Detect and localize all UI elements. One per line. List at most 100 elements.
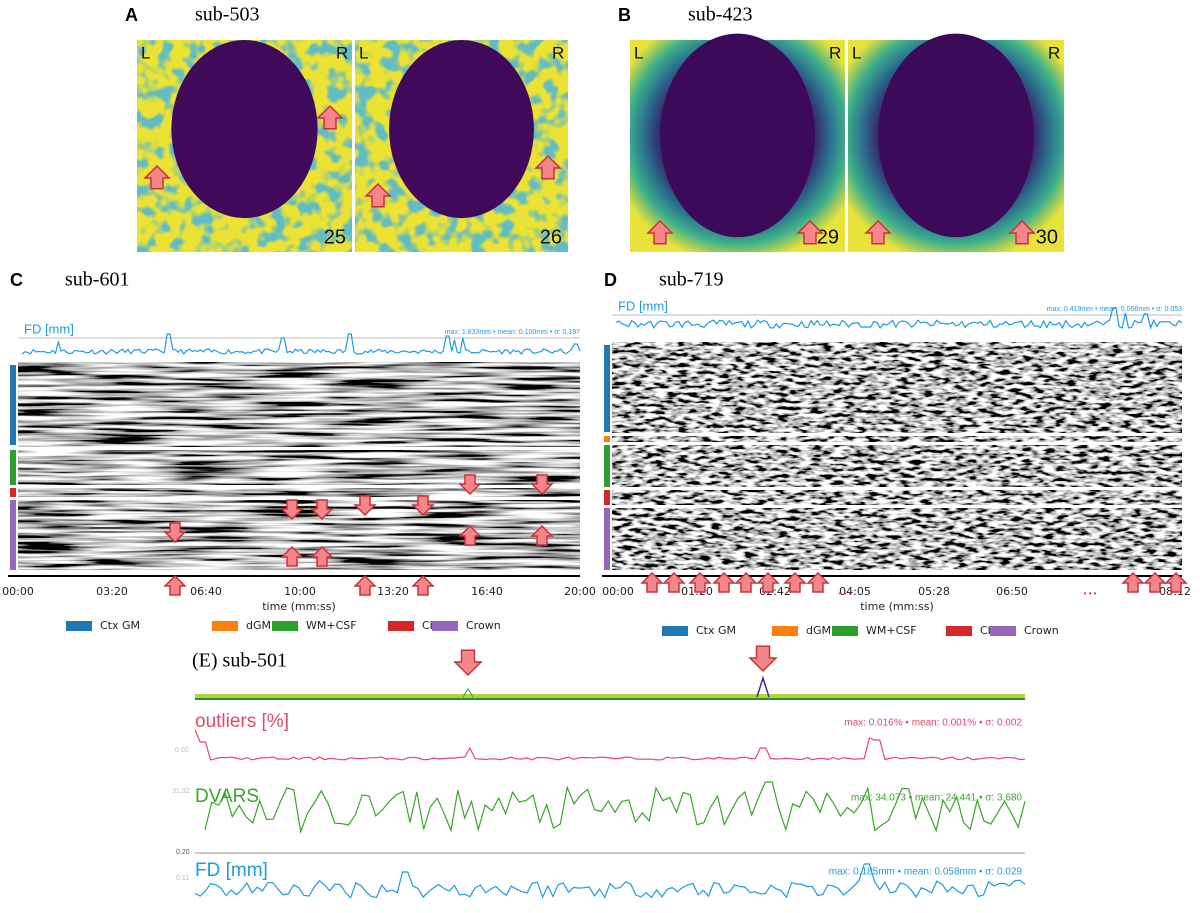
ellipsis: • • • xyxy=(839,589,852,598)
panel-title: (E) sub-501 xyxy=(192,650,287,672)
arrow xyxy=(530,524,554,546)
legend-swatch xyxy=(662,626,688,636)
roi-separator xyxy=(612,442,1182,445)
legend-swatch xyxy=(212,621,238,631)
x-tick-label: 04:05 xyxy=(839,585,871,598)
roi-separator xyxy=(18,447,580,450)
side-label: R xyxy=(1048,43,1060,62)
slice-number: 26 xyxy=(540,226,562,248)
arrow xyxy=(411,574,435,596)
panel-label: D xyxy=(604,270,617,290)
x-axis-label: time (mm:ss) xyxy=(262,600,336,613)
roi-bar xyxy=(604,445,610,487)
x-tick-label: 00:00 xyxy=(2,585,34,598)
roi-bar xyxy=(604,508,610,570)
arrow xyxy=(458,474,482,496)
arrow xyxy=(316,104,344,130)
y-tick-label: 0.00 xyxy=(175,747,189,754)
roi-separator xyxy=(612,433,1182,436)
x-tick-label: 13:20 xyxy=(377,585,409,598)
arrow xyxy=(734,571,758,593)
roi-bar xyxy=(10,500,16,570)
legend-swatch xyxy=(66,621,92,631)
arrow xyxy=(1008,219,1036,245)
legend-label: WM+CSF xyxy=(306,619,357,632)
subject-id: sub-423 xyxy=(688,4,752,26)
legend-swatch xyxy=(432,621,458,631)
roi-bar xyxy=(10,488,16,497)
arrow xyxy=(1164,571,1188,593)
arrow xyxy=(353,495,377,517)
subject-id: sub-503 xyxy=(195,4,259,26)
arrow xyxy=(458,524,482,546)
subject-id: sub-601 xyxy=(65,269,129,291)
arrow xyxy=(1143,571,1167,593)
arrow xyxy=(640,571,664,593)
arrow xyxy=(364,182,392,208)
trace xyxy=(21,333,581,356)
outliers-stats: max: 0.016% • mean: 0.001% • σ: 0.002 xyxy=(844,718,1022,729)
dvars-stats: max: 34.073 • mean: 24.441 • σ: 3.680 xyxy=(851,793,1022,804)
roi-separator xyxy=(612,505,1182,508)
legend-swatch xyxy=(990,626,1016,636)
arrow xyxy=(411,495,435,517)
arrow xyxy=(530,474,554,496)
arrow xyxy=(163,522,187,544)
legend-swatch xyxy=(272,621,298,631)
side-label: L xyxy=(634,43,643,62)
arrow xyxy=(864,219,892,245)
legend-swatch xyxy=(772,626,798,636)
carpet-plot xyxy=(18,362,580,570)
dvars-label: DVARS xyxy=(195,786,259,807)
fd-stats: max: 0.419mm • mean: 0.066mm • σ: 0.053 xyxy=(1047,306,1182,313)
arrow xyxy=(280,545,304,567)
panel-label: C xyxy=(10,270,23,290)
subject-id: sub-719 xyxy=(659,269,723,291)
brain-dark xyxy=(878,33,1034,238)
brain-dark xyxy=(171,39,318,219)
fd-label: FD [mm] xyxy=(195,860,268,881)
arrow xyxy=(783,571,807,593)
arrow xyxy=(1121,571,1145,593)
x-tick-label: 06:50 xyxy=(996,585,1028,598)
arrow xyxy=(646,219,674,245)
side-label: R xyxy=(829,43,841,62)
summary-strip xyxy=(195,694,1025,699)
y-tick-label: 31.32 xyxy=(172,788,190,795)
roi-bar xyxy=(604,490,610,505)
x-tick-label: 06:40 xyxy=(190,585,222,598)
x-tick-label: 00:00 xyxy=(602,585,634,598)
arrow xyxy=(143,164,171,190)
outliers-label: outliers [%] xyxy=(195,711,289,732)
arrow xyxy=(806,571,830,593)
arrow xyxy=(712,571,736,593)
side-label: L xyxy=(141,43,150,62)
side-label: L xyxy=(359,43,368,62)
legend-swatch xyxy=(388,621,414,631)
panel-label: A xyxy=(125,5,138,25)
brain-dark xyxy=(389,39,534,219)
panel-label: B xyxy=(618,5,631,25)
fd-label: FD [mm] xyxy=(618,298,668,313)
roi-separator xyxy=(18,497,580,500)
slice-number: 25 xyxy=(324,226,346,248)
side-label: L xyxy=(852,43,861,62)
y-tick-label: 0.20 xyxy=(176,849,190,856)
arrow xyxy=(310,545,334,567)
ellipsis: • • • xyxy=(1084,589,1097,598)
brain-dark xyxy=(660,33,815,238)
y-tick-label: 0.11 xyxy=(176,875,189,882)
roi-bar xyxy=(604,436,610,442)
roi-bar xyxy=(10,365,16,445)
legend-label: Ctx GM xyxy=(696,624,736,637)
roi-separator xyxy=(18,485,580,488)
peak xyxy=(756,675,770,698)
arrow xyxy=(688,571,712,593)
arrow xyxy=(453,649,483,677)
legend-label: Crown xyxy=(1024,624,1059,637)
legend-label: Ctx GM xyxy=(100,619,140,632)
arrow xyxy=(662,571,686,593)
legend-swatch xyxy=(832,626,858,636)
trace xyxy=(615,307,1183,330)
